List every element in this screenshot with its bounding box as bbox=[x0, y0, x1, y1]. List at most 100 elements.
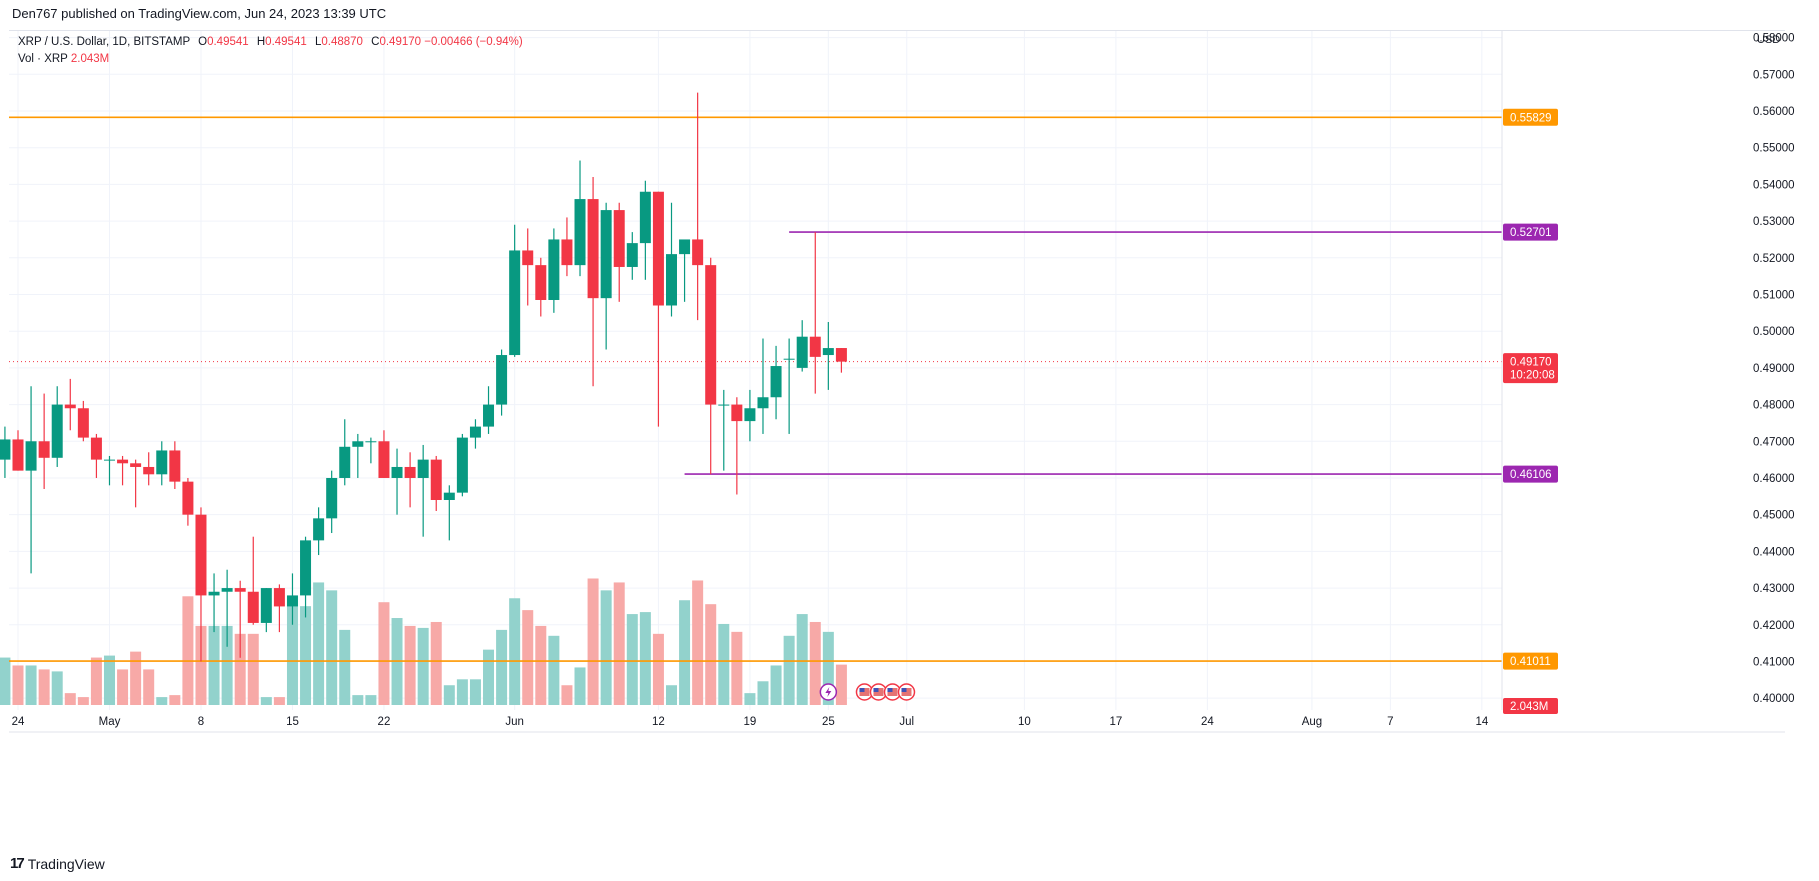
candle bbox=[77, 400, 89, 442]
candle-body bbox=[744, 408, 756, 422]
volume-bar bbox=[652, 633, 664, 705]
volume-bar bbox=[600, 590, 612, 705]
candle bbox=[0, 426, 11, 478]
candle bbox=[365, 437, 377, 464]
candle-body bbox=[809, 336, 821, 357]
price-tick-label: 0.57000 bbox=[1753, 69, 1795, 81]
candle-body bbox=[770, 366, 782, 398]
time-axis-bg bbox=[9, 710, 1502, 730]
brand-name: TradingView bbox=[27, 855, 105, 872]
price-tick-label: 0.52000 bbox=[1753, 253, 1795, 265]
tradingview-brand[interactable]: 17 TradingView bbox=[10, 855, 105, 872]
candle bbox=[574, 160, 586, 277]
legend-low-label: L bbox=[314, 36, 322, 48]
candle bbox=[705, 257, 717, 475]
last-price-tag: 0.49170 bbox=[1510, 357, 1552, 369]
volume-bar bbox=[509, 598, 521, 705]
candle-body bbox=[339, 446, 351, 478]
candle bbox=[182, 477, 194, 526]
candle bbox=[117, 455, 129, 486]
candle-body bbox=[90, 437, 102, 460]
volume-bar bbox=[103, 655, 115, 705]
price-tick-label: 0.42000 bbox=[1753, 620, 1795, 632]
candle-body bbox=[587, 199, 599, 299]
candle-body bbox=[822, 348, 834, 356]
candle-body bbox=[443, 492, 455, 500]
candle bbox=[613, 202, 625, 302]
candle bbox=[313, 507, 325, 556]
flag-canton bbox=[873, 688, 879, 692]
candle-body bbox=[77, 408, 89, 438]
marked-price-tag: 0.52701 bbox=[1510, 227, 1552, 239]
legend-high: 0.49541 bbox=[265, 36, 307, 48]
volume-bar bbox=[12, 665, 24, 705]
candle-body bbox=[679, 239, 691, 255]
price-tick-label: 0.50000 bbox=[1753, 326, 1795, 338]
candle bbox=[522, 228, 534, 306]
currency-label: USD bbox=[1757, 34, 1780, 46]
candle-body bbox=[25, 441, 37, 471]
candle-body bbox=[692, 239, 704, 266]
volume-bar bbox=[679, 600, 691, 705]
us-flag-event-icon bbox=[897, 683, 916, 701]
candle bbox=[731, 397, 743, 495]
candle-body bbox=[234, 588, 246, 592]
time-tick-label: 8 bbox=[198, 716, 204, 728]
volume-bar bbox=[0, 657, 11, 705]
price-tick-label: 0.41000 bbox=[1753, 656, 1795, 668]
volume-bar bbox=[561, 685, 573, 705]
candle bbox=[783, 338, 795, 434]
legend: XRP / U.S. Dollar, 1D, BITSTAMP O0.49541… bbox=[18, 34, 523, 68]
candle-body bbox=[835, 348, 847, 362]
time-tick-label: 10 bbox=[1018, 716, 1031, 728]
volume-bar bbox=[666, 685, 677, 705]
candle-body bbox=[117, 459, 129, 464]
volume-bar bbox=[339, 629, 351, 705]
candle-body bbox=[391, 466, 403, 478]
candle bbox=[143, 452, 155, 486]
candle bbox=[639, 180, 651, 280]
candle-body bbox=[613, 210, 625, 267]
candle-body bbox=[64, 404, 76, 409]
time-tick-label: 12 bbox=[652, 716, 665, 728]
volume-bar bbox=[626, 614, 638, 705]
legend-open: 0.49541 bbox=[207, 36, 249, 48]
price-tick-label: 0.54000 bbox=[1753, 179, 1795, 191]
candle bbox=[652, 191, 664, 427]
time-tick-label: Jun bbox=[505, 716, 524, 728]
volume-bar bbox=[613, 582, 625, 705]
level-price-tag-bg bbox=[1503, 652, 1558, 670]
candle-body bbox=[652, 191, 664, 306]
legend-ohlc-row: XRP / U.S. Dollar, 1D, BITSTAMP O0.49541… bbox=[18, 34, 523, 51]
volume-bar bbox=[208, 625, 220, 705]
marked-price-tag-bg bbox=[1503, 223, 1558, 241]
candle bbox=[509, 224, 521, 357]
volume-bar bbox=[417, 627, 429, 705]
volume-bar bbox=[326, 590, 338, 705]
candle bbox=[169, 441, 181, 489]
legend-open-label: O bbox=[198, 36, 208, 48]
volume-bar bbox=[522, 610, 534, 705]
volume-bar bbox=[260, 697, 272, 705]
candle bbox=[156, 441, 168, 486]
lightning-glyph bbox=[825, 687, 832, 697]
candle-body bbox=[535, 265, 547, 300]
candle bbox=[64, 378, 76, 431]
candle-body bbox=[300, 540, 312, 596]
candle bbox=[770, 345, 782, 420]
last-price-tag-bg bbox=[1503, 353, 1558, 384]
candle bbox=[90, 433, 102, 478]
volume-bar bbox=[757, 681, 769, 705]
candle bbox=[666, 202, 677, 317]
candle bbox=[378, 430, 390, 478]
volume-bar bbox=[692, 580, 704, 705]
candle bbox=[809, 232, 821, 394]
volume-bar bbox=[796, 614, 808, 705]
volume-bar bbox=[822, 631, 834, 705]
volume-bar bbox=[51, 671, 63, 705]
candle-body bbox=[757, 397, 769, 409]
candle-body bbox=[195, 514, 207, 596]
candle-body bbox=[469, 426, 481, 438]
candle bbox=[561, 217, 573, 277]
